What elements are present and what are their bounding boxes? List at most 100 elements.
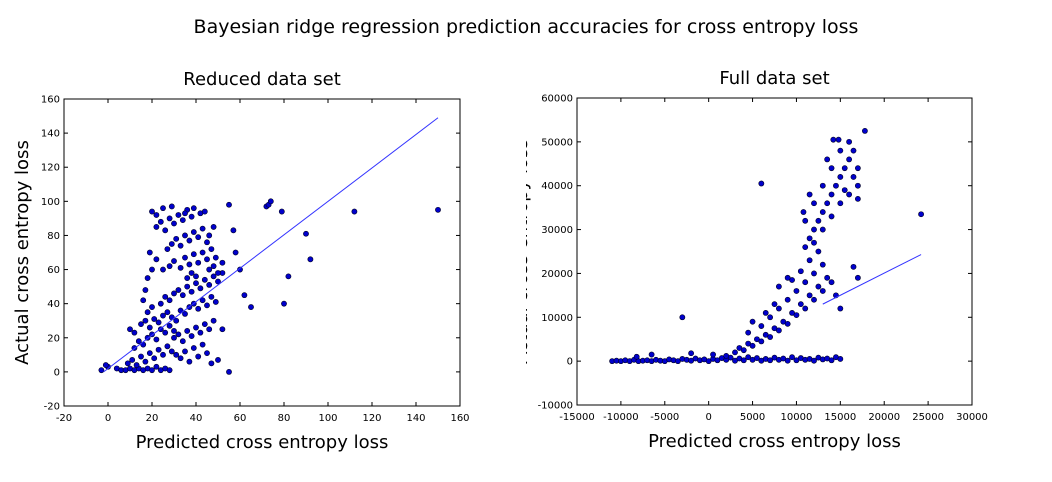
x-tick-label: 10000 [781,412,813,423]
data-point [171,328,177,334]
data-point [710,351,716,358]
y-tick-label: 120 [41,163,60,174]
data-point [802,305,809,312]
data-point [153,256,160,263]
data-point [850,174,857,180]
data-point [745,354,752,361]
data-point [195,353,202,360]
y-axis-label: Actual cross entropy loss [526,139,532,364]
data-point [846,138,853,145]
data-point [197,285,204,292]
data-point [232,249,239,256]
data-point [846,191,853,198]
data-point [819,288,826,294]
x-tick-label: 60 [234,413,247,424]
data-point [135,338,142,345]
data-point [199,297,206,304]
data-point [204,302,210,309]
x-tick-label: 120 [362,413,381,424]
y-tick-label: 80 [47,231,60,242]
data-point [285,273,292,280]
data-point [193,273,199,280]
data-point [267,198,274,205]
data-point [199,225,206,232]
data-point [157,218,164,225]
data-point [775,305,782,312]
data-point [195,259,202,266]
data-point [129,357,136,363]
data-point [188,333,195,339]
data-point [149,266,155,273]
data-point [162,293,169,300]
y-tick-label: 0 [54,367,60,378]
data-point [802,217,809,224]
data-point [182,310,188,317]
data-point [186,358,193,365]
data-point [828,191,835,198]
data-point [124,360,131,367]
data-layer [98,117,441,375]
data-point [815,248,822,255]
data-point [819,261,826,268]
data-point [201,321,208,328]
data-point [204,239,210,246]
data-point [762,309,769,316]
data-point [802,279,809,286]
data-point [199,341,206,348]
data-point [195,305,202,312]
data-point [212,299,219,305]
data-point [164,343,171,350]
y-tick-label: 60000 [541,94,573,105]
y-tick-label: 40000 [541,181,573,192]
data-point [281,300,287,307]
data-point [171,258,177,264]
data-point [168,348,175,355]
scatter-chart-full: -15000 -10000 -5000 0 5000 10000 15000 20000 250… [526,68,988,452]
data-point [767,357,774,364]
data-point [226,368,232,375]
data-point [98,367,105,374]
data-point [219,259,226,266]
data-point [155,346,162,353]
data-point [811,200,817,207]
x-tick-label: -10000 [603,412,638,423]
data-point [215,278,221,285]
y-tick-label: 0 [567,357,573,368]
data-point [206,326,213,333]
data-point [806,257,813,264]
data-point [819,182,826,189]
data-point [824,156,831,163]
data-point [830,136,837,143]
data-point [819,226,826,233]
data-point [767,314,774,321]
data-point [837,356,844,362]
data-point [841,187,848,193]
data-point [435,206,441,213]
x-tick-label: -15000 [559,412,594,423]
data-point [162,227,169,234]
y-tick-label: 140 [41,129,60,140]
y-tick-label: 160 [41,95,60,106]
data-point [171,334,177,341]
data-point [190,229,197,235]
data-point [160,205,166,212]
data-point [173,235,180,242]
data-point [168,241,175,247]
fit-line [822,254,922,305]
data-point [149,367,155,374]
data-point [767,334,774,340]
data-point [828,357,835,364]
data-point [151,355,158,362]
y-tick-label: -20 [44,402,60,413]
data-point [166,297,173,304]
data-point [142,358,149,365]
data-point [144,275,151,281]
data-point [850,147,857,154]
y-tick-label: 60 [47,265,60,276]
data-point [138,353,144,360]
data-point [837,305,844,312]
data-point [190,345,197,351]
data-point [206,282,213,288]
data-point [688,350,695,357]
data-point [784,357,791,364]
